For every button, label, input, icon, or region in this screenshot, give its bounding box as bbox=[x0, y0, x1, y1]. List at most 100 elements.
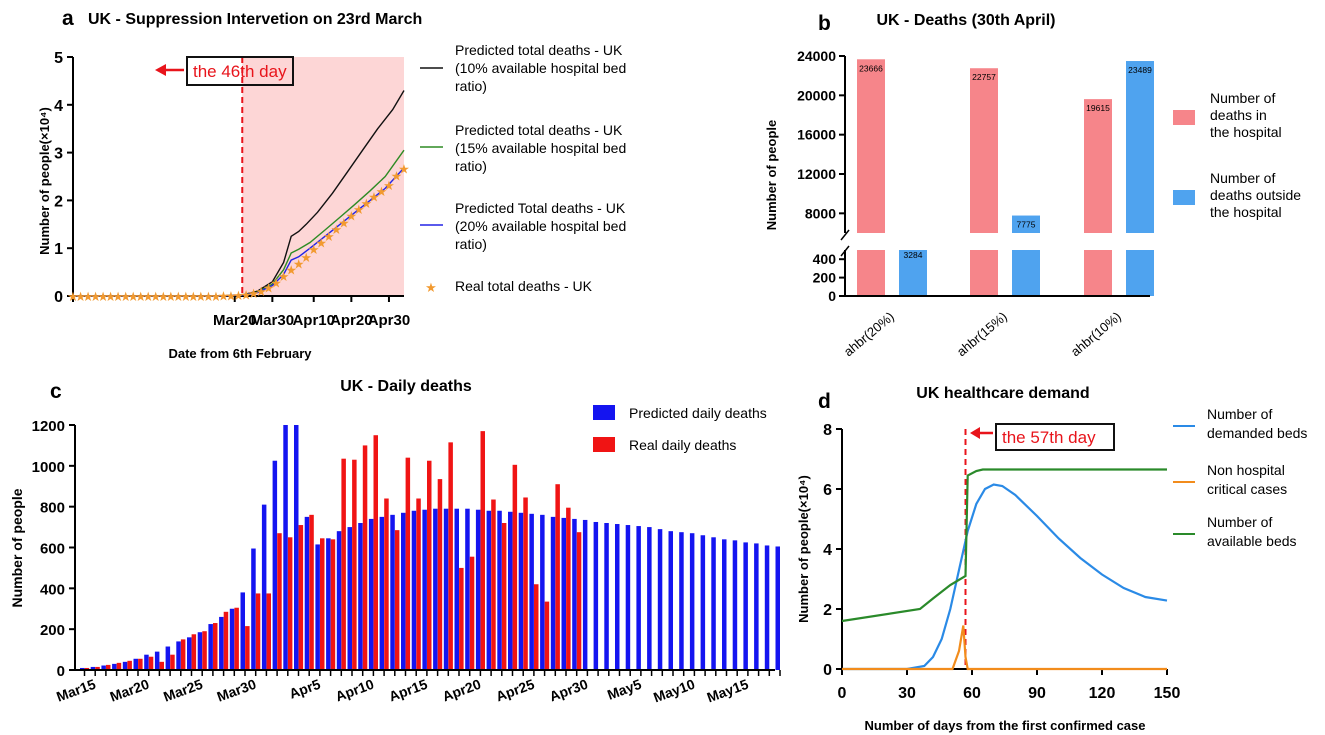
data-point: ★ bbox=[376, 184, 388, 199]
bar bbox=[529, 513, 534, 670]
bar bbox=[116, 662, 122, 670]
data-point: ★ bbox=[323, 229, 335, 244]
bar bbox=[394, 530, 400, 670]
annotation-label: the 46th day bbox=[193, 62, 287, 81]
bar bbox=[101, 665, 106, 670]
y-axis-label: Number of people(×10⁴) bbox=[796, 475, 811, 623]
legend-label: deaths outside bbox=[1210, 187, 1301, 203]
x-axis-label: Date from 6th February bbox=[168, 346, 312, 361]
series-line bbox=[841, 468, 1167, 623]
legend-swatch bbox=[1173, 110, 1195, 125]
legend-label: ratio) bbox=[455, 78, 487, 94]
y-tick-label: 4 bbox=[54, 98, 63, 115]
bar bbox=[743, 542, 748, 670]
x-tick-label: 0 bbox=[838, 685, 847, 702]
bar bbox=[604, 523, 609, 670]
bar bbox=[80, 667, 85, 670]
bar bbox=[411, 510, 417, 670]
data-point: ★ bbox=[67, 289, 79, 304]
panel-letter: c bbox=[50, 380, 62, 403]
y-axis-label: Number of people bbox=[9, 488, 25, 607]
plot-area: 23666 3284 ahbr(20%) 22757 7775 ahbr(15%) 1961… bbox=[797, 48, 1154, 359]
bar bbox=[304, 516, 310, 670]
x-tick-label: Apr15 bbox=[387, 676, 430, 705]
data-point: ★ bbox=[248, 286, 260, 301]
panel-c: c UK - Daily deaths Number of people 0 20… bbox=[9, 378, 781, 706]
bar bbox=[566, 507, 571, 670]
data-point: ★ bbox=[391, 169, 403, 184]
bar bbox=[170, 654, 175, 670]
bar bbox=[266, 593, 271, 670]
y-tick-label: 200 bbox=[813, 270, 837, 286]
data-point: ★ bbox=[203, 289, 215, 304]
bar bbox=[294, 425, 299, 670]
bar bbox=[347, 527, 352, 670]
y-tick-label: 400 bbox=[813, 251, 837, 267]
bar bbox=[272, 460, 278, 670]
bar bbox=[122, 661, 128, 670]
bar bbox=[127, 660, 132, 670]
x-tick-label: Apr5 bbox=[287, 676, 323, 702]
bar bbox=[219, 616, 224, 670]
bar bbox=[486, 510, 492, 670]
data-point: ★ bbox=[240, 288, 252, 303]
legend-label: Predicted total deaths - UK bbox=[455, 122, 623, 138]
bar bbox=[512, 464, 518, 670]
bar bbox=[165, 646, 171, 670]
y-tick-label: 8000 bbox=[805, 205, 836, 221]
legend-label: the hospital bbox=[1210, 204, 1282, 220]
bar bbox=[970, 250, 998, 296]
chart-title: UK - Daily deaths bbox=[340, 378, 472, 395]
bar bbox=[518, 512, 524, 670]
panel-letter: b bbox=[818, 12, 831, 35]
bar bbox=[636, 526, 641, 670]
y-tick-label: 0 bbox=[57, 663, 65, 680]
legend-label: (10% available hospital bed bbox=[455, 60, 626, 76]
x-tick-label: Mar25 bbox=[161, 676, 205, 705]
bar bbox=[561, 517, 566, 670]
bar bbox=[465, 508, 470, 670]
panel-letter: a bbox=[62, 7, 74, 30]
bar bbox=[615, 524, 620, 670]
y-tick-label: 800 bbox=[40, 500, 65, 517]
bar bbox=[576, 532, 582, 670]
legend-swatch bbox=[593, 405, 615, 420]
data-point: ★ bbox=[127, 289, 139, 304]
x-tick-label: May15 bbox=[705, 676, 751, 706]
bar bbox=[427, 460, 432, 670]
bar bbox=[401, 512, 406, 670]
data-point: ★ bbox=[383, 178, 395, 193]
bar bbox=[352, 459, 357, 670]
x-tick-label: Mar30 bbox=[215, 676, 259, 705]
bar bbox=[491, 499, 496, 670]
bar bbox=[358, 523, 363, 670]
x-tick-label: Apr30 bbox=[547, 676, 590, 705]
legend-label: critical cases bbox=[1207, 481, 1287, 497]
data-point: ★ bbox=[278, 269, 290, 284]
x-tick-label: Apr25 bbox=[494, 676, 537, 705]
x-tick-label: 90 bbox=[1028, 685, 1046, 702]
bar bbox=[593, 521, 599, 670]
bar bbox=[373, 435, 378, 670]
bar bbox=[223, 611, 229, 670]
legend-swatch bbox=[593, 437, 615, 452]
bar bbox=[544, 601, 550, 670]
y-axis-label: Number of people(×10⁴) bbox=[37, 107, 52, 255]
x-axis-label: Number of days from the first confirmed … bbox=[864, 718, 1145, 733]
x-tick-label: Mar15 bbox=[54, 676, 98, 705]
data-point: ★ bbox=[353, 202, 365, 217]
data-point: ★ bbox=[255, 284, 267, 299]
annotation-arrowhead bbox=[155, 64, 166, 76]
data-point: ★ bbox=[105, 289, 117, 304]
data-point: ★ bbox=[270, 276, 282, 291]
legend: Predicted total deaths - UK (10% availab… bbox=[420, 42, 626, 295]
bar bbox=[700, 535, 706, 670]
data-point: ★ bbox=[157, 289, 169, 304]
bar bbox=[722, 539, 727, 670]
x-tick-label: Apr20 bbox=[440, 676, 483, 705]
bar bbox=[251, 548, 256, 670]
bar bbox=[550, 516, 556, 670]
panel-d: d UK healthcare demand Number of people(… bbox=[796, 385, 1307, 733]
bar bbox=[508, 511, 513, 670]
x-tick-label: Apr20 bbox=[330, 312, 373, 329]
